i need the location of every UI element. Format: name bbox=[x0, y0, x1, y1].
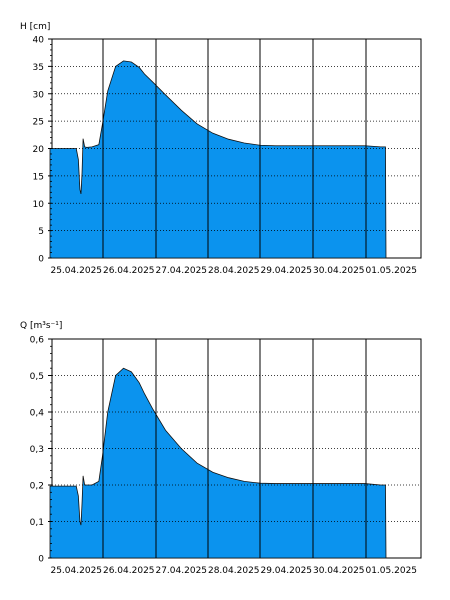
y-tick-label: 0,6 bbox=[30, 336, 45, 346]
y-tick-label: 0,3 bbox=[30, 445, 44, 455]
y-tick-label: 30 bbox=[33, 90, 45, 100]
y-tick-label: 0 bbox=[38, 555, 44, 565]
y-tick-label: 35 bbox=[33, 63, 44, 73]
y-tick-label: 0,4 bbox=[30, 409, 45, 419]
x-tick-label: 29.04.2025 bbox=[260, 566, 312, 576]
x-tick-label: 27.04.2025 bbox=[155, 266, 207, 276]
y-tick-label: 15 bbox=[33, 172, 44, 182]
series-area bbox=[49, 60, 387, 259]
chart-1: 0 0,1 0,2 0,3 0,4 0,5 0,6 Q [m³s⁻¹] 25.04.2025 26… bbox=[20, 321, 422, 576]
y-tick-label: 20 bbox=[33, 145, 45, 155]
y-tick-label: 5 bbox=[38, 227, 44, 237]
x-tick-label: 30.04.2025 bbox=[313, 266, 365, 276]
x-tick-label: 28.04.2025 bbox=[208, 566, 260, 576]
chart-0: 0 5 10 15 20 25 30 35 40 H [cm] 25.04.2025 26.04.20… bbox=[20, 22, 422, 276]
y-tick-label: 0,5 bbox=[30, 372, 44, 382]
y-tick-label: 0 bbox=[38, 255, 44, 265]
x-tick-label: 29.04.2025 bbox=[260, 266, 312, 276]
x-tick-label: 25.04.2025 bbox=[50, 266, 102, 276]
x-tick-label: 27.04.2025 bbox=[155, 566, 207, 576]
x-tick-label: 01.05.2025 bbox=[365, 566, 417, 576]
series-area bbox=[49, 367, 387, 559]
y-axis-label: H [cm] bbox=[20, 22, 50, 32]
x-tick-label: 01.05.2025 bbox=[365, 266, 417, 276]
y-tick-label: 0,1 bbox=[30, 518, 44, 528]
y-axis-label: Q [m³s⁻¹] bbox=[20, 321, 62, 331]
x-tick-label: 26.04.2025 bbox=[103, 566, 155, 576]
x-tick-label: 30.04.2025 bbox=[313, 566, 365, 576]
y-tick-label: 10 bbox=[33, 200, 45, 210]
y-tick-label: 25 bbox=[33, 118, 44, 128]
y-tick-label: 40 bbox=[33, 36, 45, 46]
y-tick-label: 0,2 bbox=[30, 482, 44, 492]
x-tick-label: 26.04.2025 bbox=[103, 266, 155, 276]
x-tick-label: 28.04.2025 bbox=[208, 266, 260, 276]
x-tick-label: 25.04.2025 bbox=[50, 566, 102, 576]
